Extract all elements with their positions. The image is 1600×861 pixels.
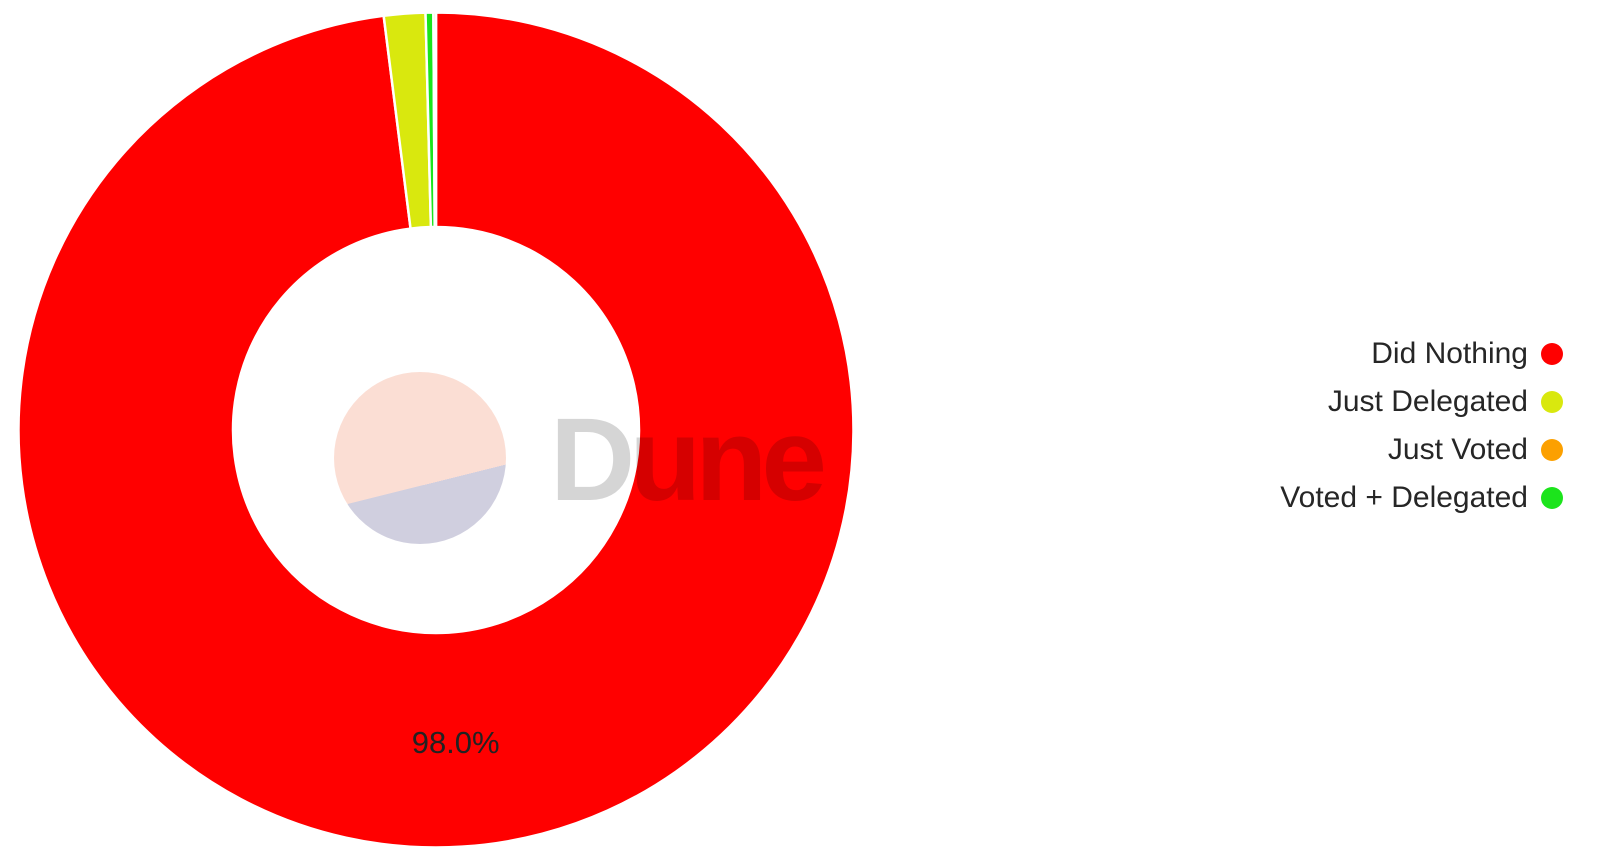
legend-marker-just-delegated-icon [1541, 391, 1563, 413]
slice-value-label: 98.0% [411, 724, 500, 760]
slice-just-voted[interactable] [432, 11, 438, 229]
legend-label-just-delegated: Just Delegated [1327, 385, 1528, 418]
legend-label-just-voted: Just Voted [1387, 433, 1528, 466]
slice-did-nothing[interactable] [17, 11, 855, 849]
legend-item-just-delegated[interactable]: Just Delegated [1280, 378, 1563, 426]
legend-marker-voted-delegated-icon [1541, 487, 1563, 509]
legend-label-voted-delegated: Voted + Delegated [1280, 481, 1528, 514]
legend-label-did-nothing: Did Nothing [1371, 337, 1528, 370]
legend-item-voted-delegated[interactable]: Voted + Delegated [1280, 474, 1563, 522]
chart-legend: Did Nothing Just Delegated Just Voted Voted… [1280, 330, 1563, 522]
legend-marker-just-voted-icon [1541, 439, 1563, 461]
legend-marker-did-nothing-icon [1541, 343, 1563, 365]
legend-item-just-voted[interactable]: Just Voted [1280, 426, 1563, 474]
legend-item-did-nothing[interactable]: Did Nothing [1280, 330, 1563, 378]
dune-logo-icon [334, 372, 506, 544]
